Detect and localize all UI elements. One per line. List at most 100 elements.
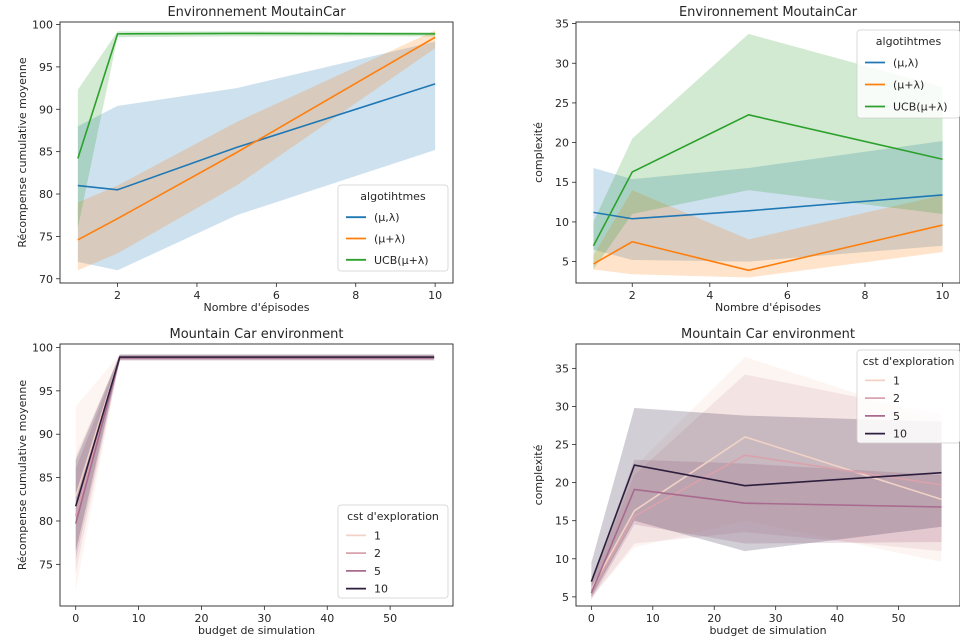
chart-panel-1: Environnement MoutainCar 2 4 6 8 10 70 75 80 85 90…	[16, 5, 454, 314]
plot-area	[590, 356, 942, 600]
x-tick-label: 8	[861, 289, 868, 302]
legend-label: 2	[374, 547, 381, 560]
y-axis-label: complexité	[532, 122, 545, 183]
x-tick-label: 50	[383, 612, 397, 625]
chart-title: Environnement MoutainCar	[167, 5, 346, 20]
y-tick-label: 20	[555, 137, 569, 150]
x-tick-label: 30	[769, 612, 783, 625]
confidence-band-3	[77, 31, 436, 228]
legend-label: 1	[374, 529, 381, 542]
legend: cst d'exploration 1 2 5 10	[856, 349, 960, 444]
legend-box	[337, 504, 449, 599]
y-tick-label: 95	[39, 385, 53, 398]
x-axis-label: budget de simulation	[709, 624, 826, 637]
axes-frame	[575, 21, 960, 284]
y-tick-label: 70	[39, 273, 53, 286]
y-tick-label: 80	[39, 188, 53, 201]
chart-panel-3: Mountain Car environment 0 10 20 30 40 50 75 80 8…	[16, 327, 454, 637]
confidence-band-2	[593, 190, 943, 278]
confidence-band-2	[77, 30, 436, 271]
x-tick-label: 20	[707, 612, 721, 625]
plot-area	[77, 30, 436, 271]
x-tick-label: 10	[936, 289, 950, 302]
x-axis-label: budget de simulation	[198, 624, 315, 637]
x-axis-label: Nombre d'épisodes	[715, 301, 821, 314]
legend-label: UCB(μ+λ)	[893, 101, 948, 114]
legend-label: UCB(μ+λ)	[374, 254, 429, 267]
y-axis-label: complexité	[532, 444, 545, 505]
x-tick-label: 10	[132, 612, 146, 625]
legend-label: (μ,λ)	[374, 211, 400, 224]
x-tick-label: 4	[706, 289, 713, 302]
confidence-band-2	[75, 355, 435, 574]
y-tick-label: 75	[39, 230, 53, 243]
legend-box	[337, 184, 449, 272]
y-tick-label: 20	[555, 477, 569, 490]
y-tick-label: 30	[555, 57, 569, 70]
series-line-1	[74, 356, 435, 497]
legend-box	[856, 349, 960, 444]
legend-label: 10	[374, 583, 388, 596]
x-axis-label: Nombre d'épisodes	[204, 301, 310, 314]
y-tick-label: 5	[562, 591, 569, 604]
x-tick-label: 4	[193, 289, 200, 302]
y-tick-label: 35	[555, 18, 569, 31]
series-line-4	[74, 356, 435, 507]
confidence-band-1	[77, 41, 436, 271]
y-tick-label: 90	[39, 103, 53, 116]
chart-title: Mountain Car environment	[681, 327, 855, 342]
confidence-band-1	[75, 354, 435, 591]
legend-box	[856, 29, 960, 119]
axes-frame	[59, 21, 454, 284]
x-tick-label: 6	[784, 289, 791, 302]
x-tick-label: 50	[892, 612, 906, 625]
y-tick-label: 25	[555, 439, 569, 452]
x-tick-label: 30	[257, 612, 271, 625]
x-tick-label: 40	[830, 612, 844, 625]
y-tick-label: 95	[39, 61, 53, 74]
chart-panel-2: Environnement MoutainCar 2 4 6 8 10 5 10 15 20 25 3…	[532, 5, 960, 314]
axes-frame	[59, 343, 454, 607]
legend-label: (μ,λ)	[893, 57, 919, 70]
y-axis-label: Récompense cumulative moyenne	[16, 380, 29, 570]
axes-frame	[575, 343, 960, 607]
legend-title: algotihtmes	[360, 190, 426, 203]
y-tick-label: 35	[555, 362, 569, 375]
chart-title: Environnement MoutainCar	[679, 5, 858, 20]
series-line-4	[590, 464, 942, 582]
confidence-band-1	[591, 356, 942, 597]
x-tick-label: 10	[646, 612, 660, 625]
series-line-3	[590, 488, 942, 594]
legend-label: (μ+λ)	[374, 233, 405, 246]
y-tick-label: 100	[32, 19, 53, 32]
legend-title: algotihtmes	[876, 35, 942, 48]
y-tick-label: 85	[39, 472, 53, 485]
legend: algotihtmes (μ,λ) (μ+λ) UCB(μ+λ)	[856, 29, 960, 119]
legend-label: 2	[893, 392, 900, 405]
series-line-3	[592, 114, 943, 247]
y-tick-label: 5	[562, 256, 569, 269]
y-tick-label: 85	[39, 146, 53, 159]
x-tick-label: 10	[428, 289, 442, 302]
series-line-3	[77, 32, 436, 159]
y-tick-label: 15	[555, 515, 569, 528]
confidence-band-4	[75, 354, 435, 552]
series-line-2	[590, 454, 942, 592]
chart-panel-4: Mountain Car environment 0 10 20 30 40 50 5 10 15…	[532, 327, 960, 637]
x-tick-label: 40	[320, 612, 334, 625]
confidence-band-4	[591, 407, 942, 597]
y-tick-label: 10	[555, 553, 569, 566]
series-line-2	[74, 357, 435, 516]
y-tick-label: 80	[39, 515, 53, 528]
x-tick-label: 8	[352, 289, 359, 302]
x-tick-label: 0	[588, 612, 595, 625]
legend: cst d'exploration 1 2 5 10	[337, 504, 449, 599]
y-tick-label: 25	[555, 97, 569, 110]
y-axis-label: Récompense cumulative moyenne	[16, 57, 29, 247]
y-tick-label: 100	[32, 341, 53, 354]
x-tick-label: 20	[194, 612, 208, 625]
legend-title: cst d'exploration	[347, 510, 439, 523]
x-tick-label: 2	[114, 289, 121, 302]
legend-label: 5	[374, 565, 381, 578]
